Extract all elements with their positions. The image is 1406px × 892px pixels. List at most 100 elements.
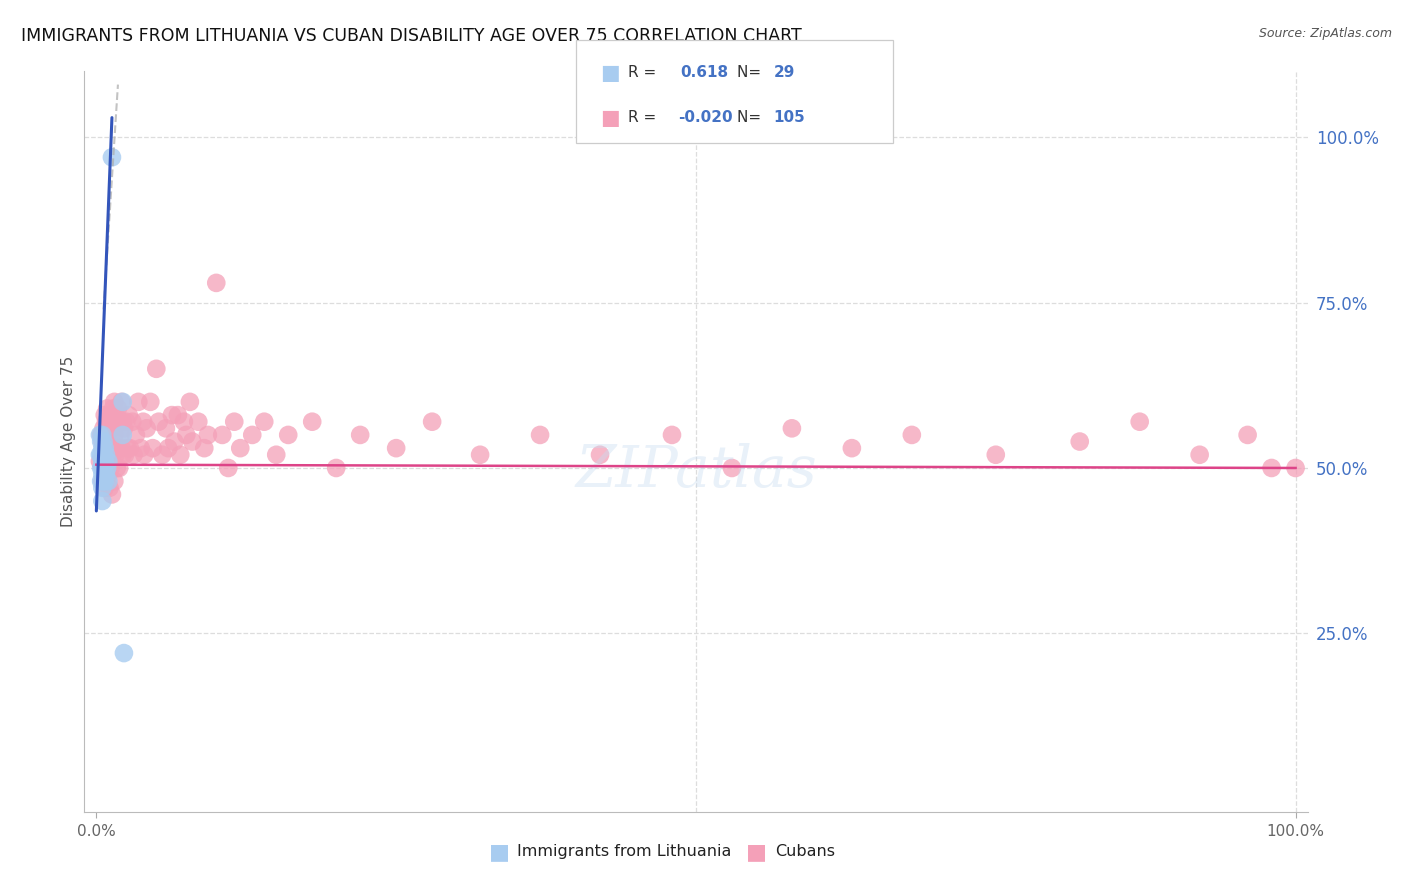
Point — [181, 434, 204, 449]
Text: N=: N= — [737, 65, 766, 80]
Point — [101, 421, 124, 435]
Point — [103, 395, 125, 409]
Text: ■: ■ — [747, 842, 766, 862]
Point — [104, 448, 127, 462]
Point — [841, 441, 863, 455]
Point — [1188, 448, 1211, 462]
Point — [385, 441, 408, 455]
Point — [139, 395, 162, 409]
Point — [420, 415, 443, 429]
Point — [325, 461, 347, 475]
Point — [264, 448, 287, 462]
Point — [110, 395, 132, 409]
Point — [93, 461, 115, 475]
Point — [127, 395, 149, 409]
Point — [91, 461, 114, 475]
Point — [157, 441, 180, 455]
Point — [91, 434, 114, 449]
Point — [217, 461, 239, 475]
Point — [97, 454, 120, 468]
Point — [211, 428, 233, 442]
Point — [100, 461, 122, 475]
Point — [93, 408, 117, 422]
Point — [91, 428, 114, 442]
Point — [721, 461, 744, 475]
Point — [93, 448, 115, 462]
Point — [1129, 415, 1152, 429]
Point — [125, 428, 148, 442]
Point — [111, 415, 134, 429]
Point — [105, 461, 128, 475]
Text: IMMIGRANTS FROM LITHUANIA VS CUBAN DISABILITY AGE OVER 75 CORRELATION CHART: IMMIGRANTS FROM LITHUANIA VS CUBAN DISAB… — [21, 27, 801, 45]
Point — [205, 276, 228, 290]
Point — [93, 421, 115, 435]
Point — [91, 467, 114, 482]
Text: Cubans: Cubans — [775, 845, 835, 859]
Point — [174, 428, 197, 442]
Point — [93, 461, 117, 475]
Point — [90, 474, 112, 488]
Point — [90, 448, 112, 462]
Point — [91, 441, 114, 455]
Point — [160, 408, 183, 422]
Point — [1284, 461, 1306, 475]
Point — [107, 401, 129, 416]
Text: N=: N= — [737, 110, 766, 125]
Point — [112, 646, 135, 660]
Point — [661, 428, 683, 442]
Point — [529, 428, 551, 442]
Point — [224, 415, 246, 429]
Point — [103, 428, 125, 442]
Point — [97, 441, 120, 455]
Point — [104, 408, 127, 422]
Point — [93, 481, 117, 495]
Text: ZIPatlas: ZIPatlas — [575, 443, 817, 500]
Point — [101, 150, 124, 164]
Point — [101, 401, 124, 416]
Point — [984, 448, 1007, 462]
Point — [98, 481, 121, 495]
Point — [93, 434, 117, 449]
Text: ■: ■ — [600, 62, 620, 83]
Point — [135, 421, 157, 435]
Point — [115, 415, 138, 429]
Point — [98, 408, 121, 422]
Text: R =: R = — [628, 110, 662, 125]
Point — [94, 415, 117, 429]
Point — [197, 428, 219, 442]
Point — [108, 461, 131, 475]
Point — [91, 494, 114, 508]
Point — [100, 415, 122, 429]
Point — [93, 474, 115, 488]
Point — [277, 428, 299, 442]
Point — [112, 421, 135, 435]
Point — [96, 461, 118, 475]
Point — [1236, 428, 1258, 442]
Point — [253, 415, 276, 429]
Y-axis label: Disability Age Over 75: Disability Age Over 75 — [60, 356, 76, 527]
Point — [780, 421, 803, 435]
Point — [167, 408, 190, 422]
Text: ■: ■ — [489, 842, 509, 862]
Text: Immigrants from Lithuania: Immigrants from Lithuania — [517, 845, 731, 859]
Point — [111, 395, 134, 409]
Point — [96, 434, 118, 449]
Point — [114, 448, 136, 462]
Point — [111, 448, 134, 462]
Point — [94, 448, 117, 462]
Point — [111, 428, 134, 442]
Point — [93, 441, 117, 455]
Point — [90, 434, 112, 449]
Point — [349, 428, 371, 442]
Point — [101, 448, 124, 462]
Point — [101, 441, 124, 455]
Point — [122, 448, 145, 462]
Point — [179, 395, 201, 409]
Point — [589, 448, 612, 462]
Point — [91, 481, 114, 495]
Point — [94, 448, 117, 462]
Point — [148, 415, 170, 429]
Point — [117, 441, 139, 455]
Point — [134, 448, 156, 462]
Point — [118, 408, 141, 422]
